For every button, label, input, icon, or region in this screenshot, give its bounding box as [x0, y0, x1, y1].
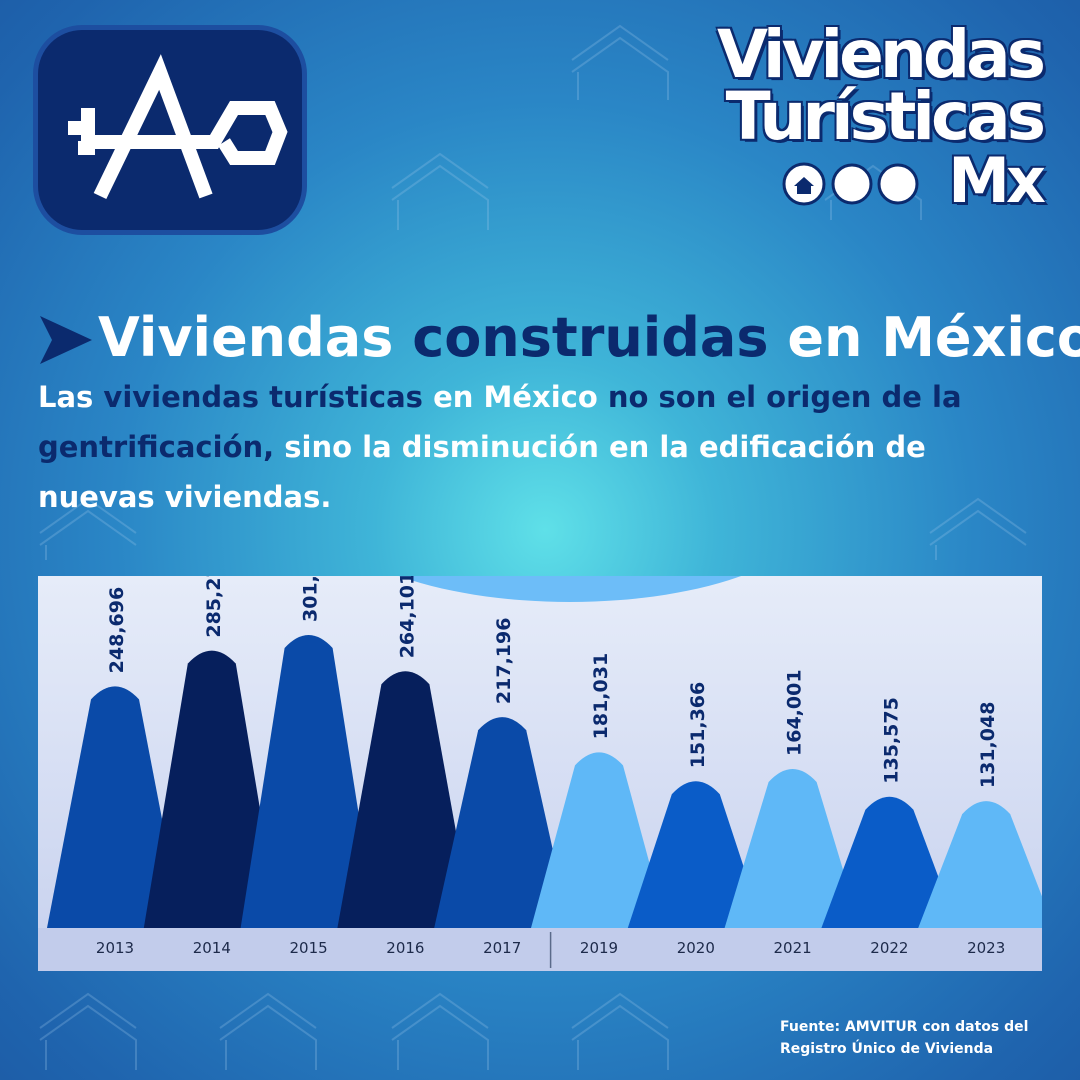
category-label-2017: 2017 [483, 939, 521, 957]
decorative-ellipse [398, 576, 742, 602]
bar-2017 [434, 717, 571, 928]
category-label-2022: 2022 [870, 939, 908, 957]
title-part-3: en México [787, 306, 1080, 369]
logo [38, 30, 302, 230]
dot-icon [831, 163, 873, 205]
brand-wordmark: Viviendas Turísticas Mx [682, 16, 1046, 217]
source-line-2: Registro Único de Vivienda [780, 1041, 994, 1057]
value-label-2013: 248,696 [106, 587, 128, 674]
bar-2020 [627, 781, 764, 928]
title-part-2: construidas [412, 306, 769, 369]
house-icon [782, 162, 826, 206]
value-label-2016: 264,101 [396, 576, 418, 658]
source-note: Fuente: AMVITUR con datos del Registro Ú… [780, 1016, 1060, 1060]
category-label-2020: 2020 [677, 939, 715, 957]
subtitle-part-2: viviendas turísticas [103, 380, 423, 414]
arrow-right-icon [40, 316, 92, 364]
value-label-2014: 285,271 [203, 576, 225, 638]
subtitle-part-5: sino la disminución en la edificación de… [38, 430, 926, 514]
subtitle: Las viviendas turísticas en México no so… [38, 372, 1048, 522]
dot-icon [877, 163, 919, 205]
subtitle-part-1: Las [38, 380, 94, 414]
chart-card: 248,696 285,271 301,271 264,101 217,196 181,0… [38, 576, 1042, 971]
brand-line-1: Viviendas [716, 16, 1046, 93]
bar-2019 [531, 752, 667, 928]
brand-icons [782, 162, 919, 206]
page-title: Viviendas construidas en México [98, 302, 1080, 374]
bar-chart: 248,696 285,271 301,271 264,101 217,196 181,0… [38, 576, 1042, 971]
bar-2021 [724, 768, 861, 928]
value-label-2017: 217,196 [493, 618, 515, 705]
value-label-2015: 301,271 [300, 576, 322, 622]
brand-line-3: Mx [948, 144, 1046, 217]
category-label-2023: 2023 [967, 939, 1005, 957]
value-label-2022: 135,575 [880, 697, 902, 784]
x-axis-band [38, 928, 1042, 971]
subtitle-part-3: en México [433, 380, 598, 414]
category-label-2015: 2015 [290, 939, 328, 957]
subtitle-part-4: no son el origen de la gentrificación, [38, 380, 962, 464]
bar-2014 [143, 650, 280, 928]
category-label-2016: 2016 [386, 939, 424, 957]
title-part-1: Viviendas [98, 306, 394, 369]
category-label-2021: 2021 [774, 939, 812, 957]
category-label-2013: 2013 [96, 939, 134, 957]
bar-2013 [47, 686, 183, 928]
bar-2022 [821, 796, 958, 928]
category-label-2014: 2014 [193, 939, 231, 957]
value-label-2020: 151,366 [687, 682, 709, 769]
value-label-2023: 131,048 [977, 702, 999, 789]
amvitur-logo-icon [68, 54, 288, 200]
category-label-2019: 2019 [580, 939, 618, 957]
page-title-row: Viviendas construidas en México [38, 302, 1080, 374]
brand-line-2: Turísticas [725, 78, 1046, 155]
source-line-1: Fuente: AMVITUR con datos del [780, 1019, 1029, 1035]
bar-2023 [918, 801, 1042, 928]
value-label-2019: 181,031 [590, 653, 612, 740]
bar-2016 [337, 671, 474, 928]
bar-2015 [240, 635, 377, 928]
value-label-2021: 164,001 [784, 669, 806, 756]
